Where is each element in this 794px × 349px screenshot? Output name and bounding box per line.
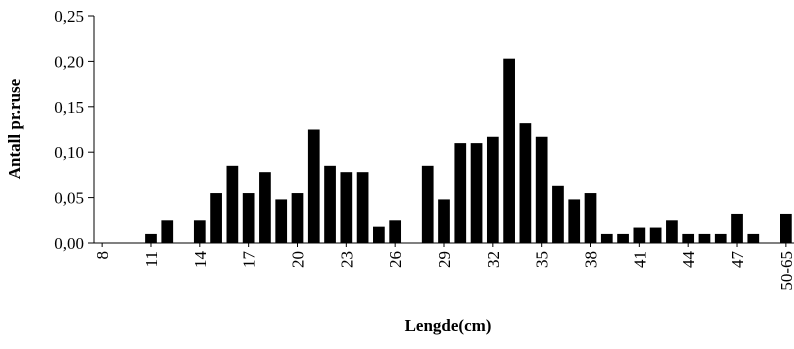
y-tick-label: 0,05 [54, 189, 84, 208]
bar-37 [568, 199, 581, 243]
bar-47 [731, 213, 743, 243]
bar-26 [389, 220, 402, 243]
bar-21 [307, 129, 320, 243]
x-tick-label: 50-65 [777, 251, 794, 291]
bar-19 [275, 199, 288, 243]
bar-50-65 [780, 213, 792, 243]
bar-45 [698, 233, 711, 243]
bar-31 [470, 143, 483, 243]
bar-17 [242, 193, 255, 243]
bar-40 [617, 233, 629, 243]
x-tick-label: 44 [679, 251, 698, 269]
x-tick-label: 35 [533, 251, 552, 268]
y-tick-label: 0,00 [54, 234, 84, 253]
x-tick-label: 20 [288, 251, 307, 268]
bar-24 [356, 172, 369, 243]
x-tick-label: 47 [728, 251, 747, 269]
bar-16 [226, 165, 239, 243]
bar-14 [193, 220, 206, 243]
bars [145, 58, 792, 244]
bar-48 [747, 233, 760, 243]
x-tick-label: 11 [142, 251, 161, 267]
bar-34 [519, 123, 532, 243]
x-tick-label: 41 [630, 251, 649, 268]
bar-25 [373, 226, 385, 243]
bar-22 [324, 165, 336, 243]
bar-35 [535, 136, 548, 243]
y-tick-label: 0,15 [54, 98, 84, 117]
y-axis-title: Antall pr.ruse [5, 78, 24, 179]
x-tick-label: 8 [93, 251, 112, 260]
x-axis: 8 11 14 17 20 23 26 29 32 35 38 41 44 47 50-65 [93, 242, 794, 291]
x-tick-label: 32 [484, 251, 503, 268]
bar-39 [600, 233, 613, 243]
bar-28 [421, 165, 434, 243]
bar-38 [584, 193, 597, 243]
x-tick-label: 17 [240, 251, 259, 269]
bar-29 [438, 199, 450, 243]
bar-18 [259, 172, 271, 243]
bar-23 [340, 172, 353, 243]
bar-20 [291, 193, 304, 243]
y-tick-label: 0,10 [54, 143, 84, 162]
x-axis-title: Lengde(cm) [405, 316, 492, 335]
bar-12 [161, 220, 174, 243]
x-tick-label: 29 [435, 251, 454, 268]
bar-32 [486, 136, 499, 243]
y-tick-label: 0,20 [54, 52, 84, 71]
bar-33 [503, 58, 515, 244]
bar-46 [714, 233, 727, 243]
bar-42 [649, 227, 662, 243]
bar-30 [454, 143, 467, 243]
bar-44 [682, 233, 695, 243]
x-tick-label: 23 [337, 251, 356, 268]
bar-36 [552, 185, 564, 243]
bar-43 [666, 220, 678, 243]
bar-11 [145, 233, 157, 243]
bar-15 [210, 193, 222, 243]
y-axis: 0,00 0,05 0,10 0,15 0,20 0,25 [54, 7, 95, 253]
x-tick-label: 14 [191, 251, 210, 269]
bar-41 [633, 227, 646, 243]
x-tick-label: 26 [386, 251, 405, 268]
y-tick-label: 0,25 [54, 7, 84, 26]
x-tick-label: 38 [582, 251, 601, 268]
